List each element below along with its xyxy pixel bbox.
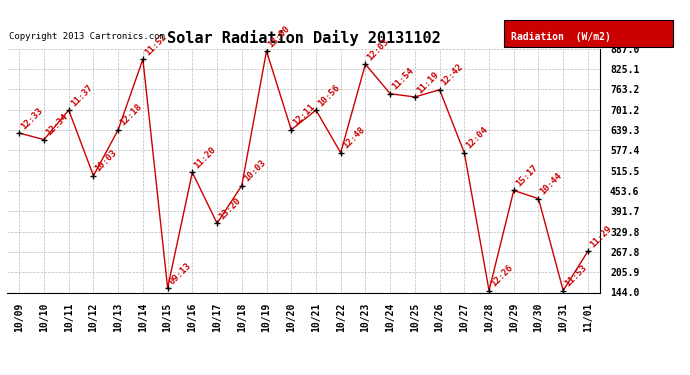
Text: 11:19: 11:19: [415, 70, 440, 95]
Text: 12:11: 12:11: [291, 102, 317, 128]
Text: 11:29: 11:29: [588, 224, 613, 249]
Text: 12:26: 12:26: [489, 263, 515, 289]
Text: 12:03: 12:03: [366, 37, 391, 62]
Text: 11:20: 11:20: [193, 145, 218, 171]
Text: 11:37: 11:37: [69, 83, 94, 108]
Title: Solar Radiation Daily 20131102: Solar Radiation Daily 20131102: [167, 30, 440, 46]
Text: 11:52: 11:52: [143, 32, 168, 57]
Text: 10:03: 10:03: [241, 158, 267, 184]
Text: 12:34: 12:34: [44, 112, 70, 138]
Text: 10:44: 10:44: [538, 171, 564, 197]
Text: 12:42: 12:42: [440, 62, 465, 88]
Text: 10:03: 10:03: [93, 148, 119, 174]
Text: Copyright 2013 Cartronics.com: Copyright 2013 Cartronics.com: [9, 32, 165, 41]
Text: 12:48: 12:48: [341, 125, 366, 151]
Text: 13:00: 13:00: [266, 24, 292, 49]
Text: 12:04: 12:04: [464, 125, 490, 151]
Text: 11:53: 11:53: [563, 263, 589, 289]
Text: Radiation  (W/m2): Radiation (W/m2): [511, 32, 611, 42]
Text: 13:20: 13:20: [217, 196, 242, 221]
Text: 10:56: 10:56: [316, 83, 342, 108]
Text: 12:18: 12:18: [118, 102, 144, 128]
Text: 12:33: 12:33: [19, 106, 45, 131]
Text: 11:54: 11:54: [390, 66, 415, 92]
Text: 15:17: 15:17: [514, 163, 539, 189]
Text: 09:13: 09:13: [168, 261, 193, 286]
